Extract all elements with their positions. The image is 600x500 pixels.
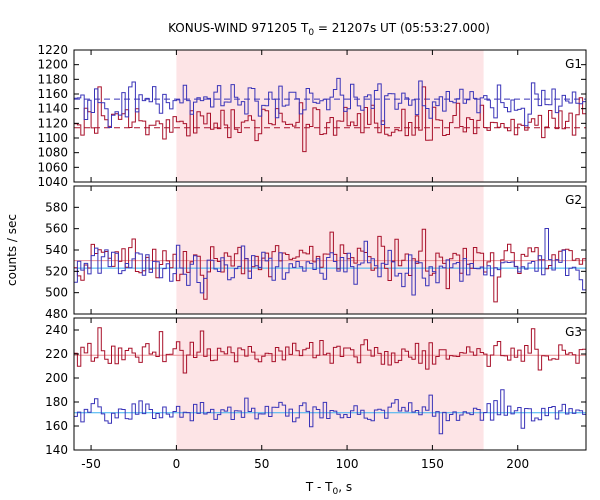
y-tick-label: 1160 — [37, 87, 68, 101]
y-tick-label: 500 — [45, 286, 68, 300]
panel-g2: 480 500 520 540 560 580 G2 — [45, 185, 587, 321]
blue-series-line — [74, 389, 586, 435]
panel-label: G2 — [565, 193, 582, 207]
x-tick-label: 150 — [421, 457, 444, 471]
y-tick-label: 1100 — [37, 131, 68, 145]
red-series-line — [74, 86, 586, 153]
blue-series-line — [74, 77, 586, 128]
y-tick-label: 1060 — [37, 160, 68, 174]
y-tick-label: 140 — [45, 443, 68, 457]
panels-group: 1040106010801100112011401160118012001220… — [37, 43, 587, 471]
panel-frame — [73, 317, 587, 451]
y-tick-label: 180 — [45, 395, 68, 409]
panel-label: G1 — [565, 57, 582, 71]
y-tick-label: 200 — [45, 371, 68, 385]
shaded-interval — [176, 50, 484, 182]
y-tick-label: 520 — [45, 264, 68, 278]
panel-g3: 140 160 180 200 220 240 -50 0 50 100 150 200 G3 — [45, 317, 587, 471]
y-tick-label: 240 — [45, 323, 68, 337]
y-tick-label: 1120 — [37, 116, 68, 130]
panel-frame — [73, 49, 587, 183]
x-tick-label: 0 — [173, 457, 181, 471]
y-tick-label: 560 — [45, 222, 68, 236]
y-tick-label: 1080 — [37, 146, 68, 160]
y-tick-label: 1180 — [37, 72, 68, 86]
y-axis-label: counts / sec — [5, 214, 19, 286]
panel-label: G3 — [565, 325, 582, 339]
y-tick-label: 1220 — [37, 43, 68, 57]
y-tick-label: 1140 — [37, 102, 68, 116]
x-tick-label: 200 — [506, 457, 529, 471]
shaded-interval — [176, 318, 484, 450]
x-tick-label: 100 — [336, 457, 359, 471]
y-tick-label: 220 — [45, 347, 68, 361]
y-tick-label: 1200 — [37, 58, 68, 72]
y-tick-label: 540 — [45, 243, 68, 257]
blue-series-line — [74, 228, 586, 296]
red-series-line — [74, 327, 586, 374]
y-tick-label: 580 — [45, 200, 68, 214]
chart-title: KONUS-WIND 971205 T0 = 21207s UT (05:53:… — [168, 21, 490, 38]
y-tick-label: 160 — [45, 419, 68, 433]
panel-g1: 1040106010801100112011401160118012001220… — [37, 43, 587, 189]
x-tick-label: -50 — [81, 457, 101, 471]
y-tick-label: 480 — [45, 307, 68, 321]
x-axis-label: T - T0, s — [305, 480, 352, 497]
y-tick-label: 1040 — [37, 175, 68, 189]
x-tick-label: 50 — [254, 457, 269, 471]
